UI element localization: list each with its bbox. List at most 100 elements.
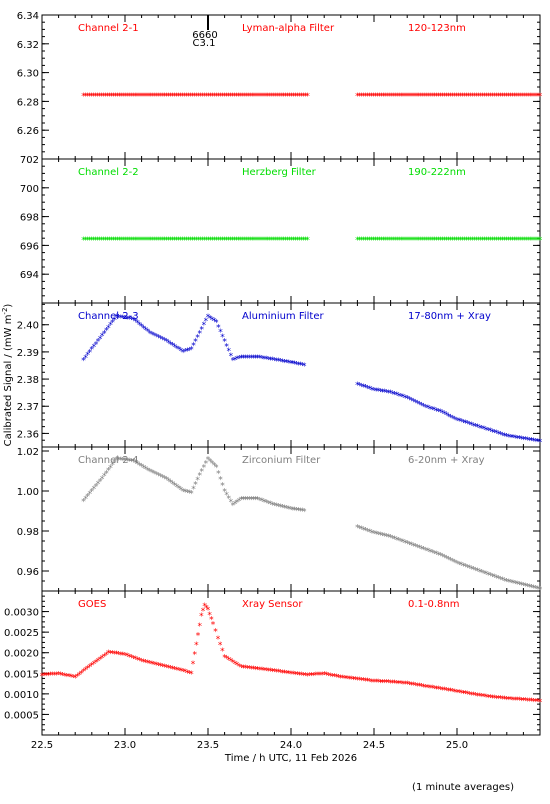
data-point: * [121, 236, 126, 246]
data-point: * [137, 92, 142, 102]
data-point: * [278, 358, 283, 368]
data-point: * [296, 361, 301, 371]
data-point: * [250, 236, 255, 246]
data-point: * [127, 92, 132, 102]
data-point: * [399, 236, 404, 246]
data-point: * [461, 418, 466, 428]
data-point: * [397, 679, 402, 689]
data-point: * [407, 540, 412, 550]
data-point: * [93, 236, 98, 246]
y-tick-label: 698 [20, 213, 39, 224]
data-point: * [137, 657, 142, 667]
data-point: * [451, 414, 456, 424]
data-point: * [110, 650, 115, 660]
data-point: * [353, 676, 358, 686]
data-point: * [285, 359, 290, 369]
data-point: * [478, 92, 483, 102]
data-point: * [147, 236, 152, 246]
data-point: * [436, 685, 441, 695]
data-point: * [218, 641, 223, 651]
data-point: * [397, 392, 402, 402]
data-point: * [216, 635, 221, 645]
data-point: * [137, 461, 142, 471]
data-point: * [407, 236, 412, 246]
data-point: * [460, 92, 465, 102]
data-point: * [139, 463, 144, 473]
data-point: * [160, 336, 165, 346]
data-point: * [42, 672, 47, 682]
data-point: * [167, 236, 172, 246]
data-point: * [472, 92, 477, 102]
data-point: * [530, 236, 535, 246]
data-point: * [430, 684, 435, 694]
data-point: * [144, 465, 149, 475]
data-point: * [536, 585, 541, 595]
data-point: * [123, 457, 128, 467]
data-point: * [500, 236, 505, 246]
data-point: * [376, 531, 381, 541]
data-point: * [87, 92, 92, 102]
data-point: * [383, 236, 388, 246]
data-point: * [103, 92, 108, 102]
data-point: * [291, 506, 296, 516]
data-point: * [149, 236, 154, 246]
data-point: * [224, 92, 229, 102]
data-point: * [380, 388, 385, 398]
data-point: * [486, 236, 491, 246]
data-point: * [330, 672, 335, 682]
data-point: * [461, 562, 466, 572]
data-point: * [87, 490, 92, 500]
data-point: * [178, 92, 183, 102]
data-point: * [405, 680, 410, 690]
data-point: * [90, 346, 95, 356]
data-point: * [233, 356, 238, 366]
data-point: * [196, 236, 201, 246]
data-point: * [121, 651, 126, 661]
data-series: ****************************************… [81, 92, 543, 102]
data-point: * [252, 92, 257, 102]
data-point: * [395, 92, 400, 102]
data-point: * [123, 314, 128, 324]
data-point: * [135, 92, 140, 102]
data-point: * [415, 400, 420, 410]
data-point: * [500, 576, 505, 586]
data-point: * [105, 92, 110, 102]
data-point: * [238, 92, 243, 102]
data-point: * [253, 354, 258, 364]
data-point: * [67, 673, 72, 683]
data-point: * [170, 342, 175, 352]
data-point: * [289, 92, 294, 102]
data-point: * [183, 488, 188, 498]
data-point: * [121, 314, 126, 324]
data-point: * [164, 664, 169, 674]
data-point: * [298, 361, 303, 371]
data-point: * [363, 384, 368, 394]
data-point: * [233, 660, 238, 670]
data-point: * [432, 684, 437, 694]
data-point: * [210, 316, 215, 326]
data-point: * [377, 236, 382, 246]
y-tick-label: 700 [20, 184, 39, 195]
y-tick-label: 2.40 [17, 321, 39, 332]
data-point: * [186, 92, 191, 102]
data-point: * [229, 352, 234, 362]
data-point: * [449, 687, 454, 697]
data-point: * [484, 693, 489, 703]
data-point: * [152, 331, 157, 341]
data-point: * [216, 323, 221, 333]
data-point: * [388, 679, 393, 689]
data-series: ****************************************… [40, 602, 543, 708]
y-tick-label: 0.0010 [4, 690, 39, 701]
data-point: * [449, 413, 454, 423]
data-point: * [376, 678, 381, 688]
data-point: * [469, 691, 474, 701]
data-point: * [208, 314, 213, 324]
data-point: * [191, 485, 196, 495]
data-point: * [173, 666, 178, 676]
data-point: * [374, 387, 379, 397]
data-point: * [433, 92, 438, 102]
data-point: * [229, 657, 234, 667]
data-point: * [505, 433, 510, 443]
data-point: * [278, 92, 283, 102]
